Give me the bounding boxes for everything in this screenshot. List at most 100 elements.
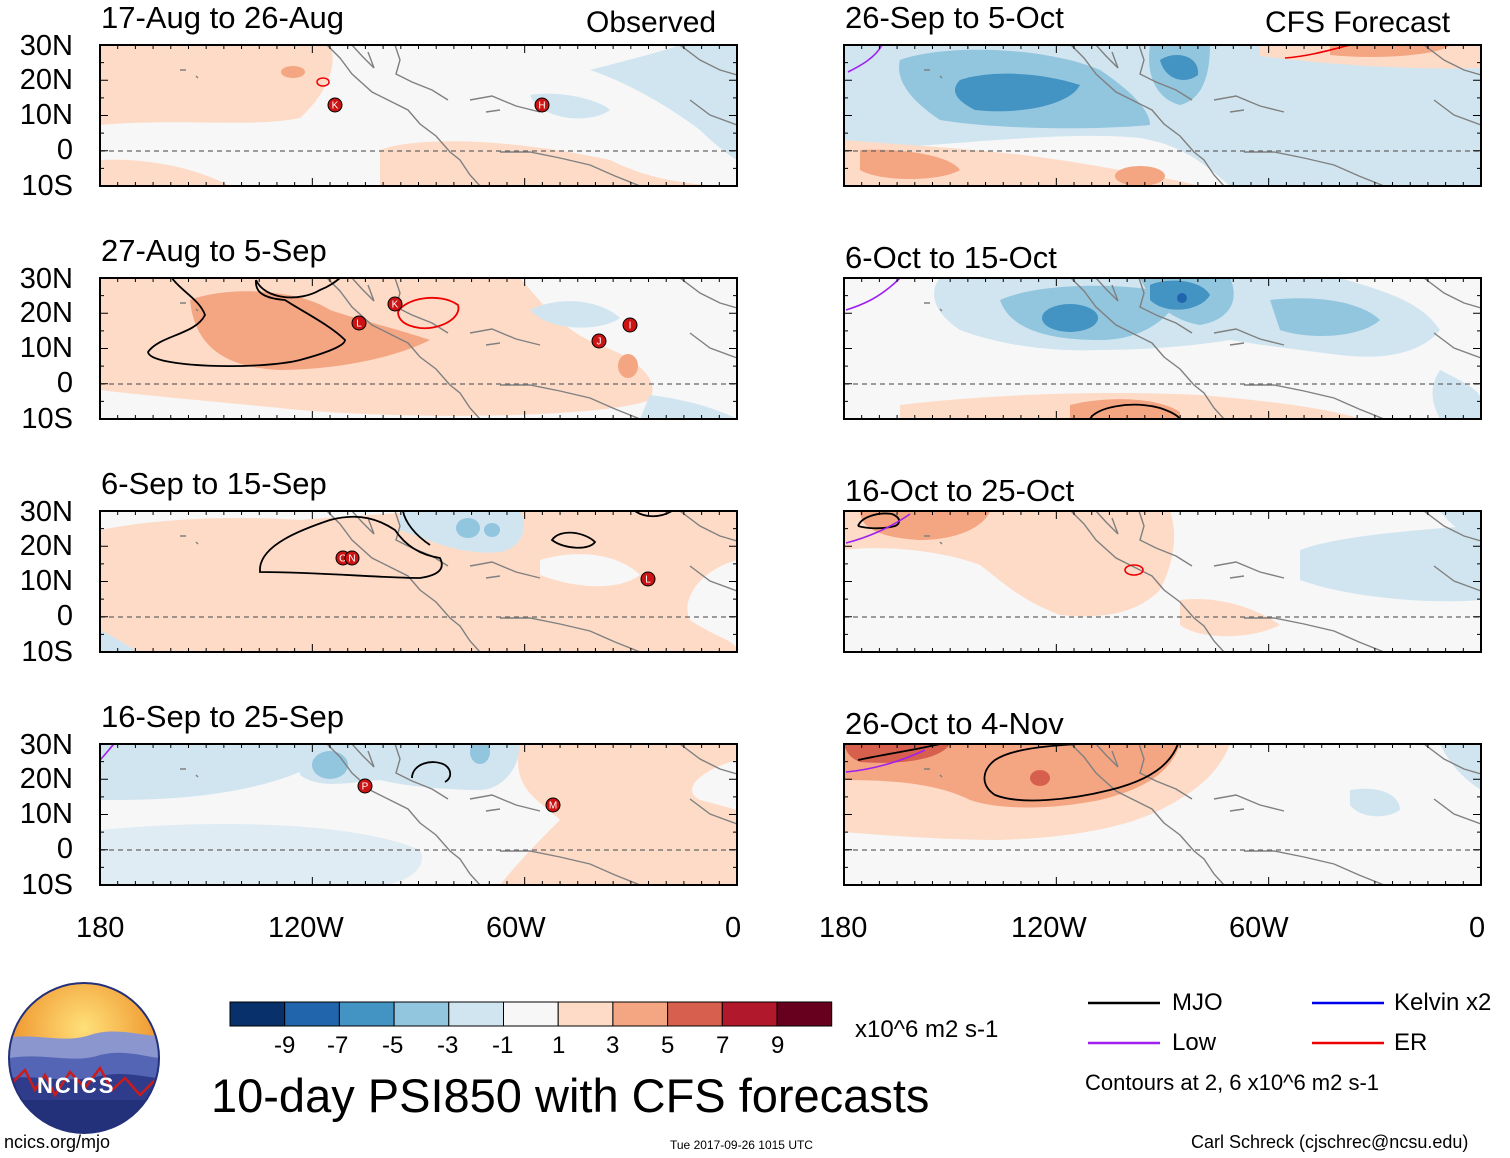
mjo-contours (147, 277, 346, 367)
low-contour (845, 277, 901, 311)
panel-right-1 (843, 44, 1482, 187)
storm-letter: L (645, 575, 651, 586)
legend-label-er: ER (1394, 1029, 1428, 1056)
legend-label-low: Low (1172, 1029, 1217, 1056)
colorbar-box (284, 1001, 340, 1027)
author-credit: Carl Schreck (cjschrec@ncsu.edu) (1191, 1132, 1469, 1152)
colorbar-box (776, 1001, 833, 1027)
logo-text: NCICS (37, 1073, 116, 1098)
site-link[interactable]: ncics.org/mjo (4, 1132, 111, 1152)
axis-ticks (99, 44, 738, 187)
colorbar-box (612, 1001, 669, 1027)
main-title: 10-day PSI850 with CFS forecasts (211, 1069, 930, 1122)
storm-letter: L (356, 319, 362, 330)
lat-label: 30N (19, 496, 73, 528)
lat-label: 10N (19, 332, 73, 364)
colorbar-box (557, 1001, 614, 1027)
lat-label: 10S (21, 403, 73, 435)
storm-letter: O (339, 554, 347, 565)
lon-label: 120W (268, 912, 344, 944)
colorbar-label: -7 (327, 1032, 349, 1059)
colorbar-units: x10^6 m2 s-1 (855, 1016, 999, 1043)
panel-title: 27-Aug to 5-Sep (101, 233, 327, 268)
lat-label: 0 (56, 600, 73, 632)
axis-ticks (99, 277, 738, 420)
storm-letter: M (549, 801, 557, 812)
storm-letter: N (348, 554, 355, 565)
panel-right-2 (843, 277, 1482, 420)
lat-label: 10N (19, 99, 73, 131)
er-contour (316, 77, 330, 87)
colorbar-label: 3 (606, 1032, 620, 1059)
storm-letter: J (597, 337, 602, 348)
er-contour (397, 297, 460, 330)
mjo-contours (259, 510, 673, 579)
low-contour (99, 743, 115, 761)
colorbar-box (667, 1001, 723, 1027)
colorbar-label: 5 (661, 1032, 675, 1059)
colorbar-label: -5 (382, 1032, 404, 1059)
lat-label: 20N (19, 64, 73, 96)
storm-letter: K (392, 300, 399, 311)
storm-letter: K (332, 101, 339, 112)
continent-outlines (924, 511, 1481, 652)
psi-anomaly-shading (844, 511, 1481, 637)
contours-note: Contours at 2, 6 x10^6 m2 s-1 (1085, 1070, 1380, 1095)
continent-outlines (924, 45, 1481, 186)
axis-ticks (843, 277, 1482, 420)
lat-label: 10N (19, 798, 73, 830)
psi-anomaly-shading (900, 278, 1481, 419)
storm-marker: K (327, 97, 343, 118)
colorbar-box (229, 1001, 286, 1027)
axis-ticks (843, 743, 1482, 886)
storm-marker: L (351, 315, 367, 336)
lat-label: 30N (19, 263, 73, 295)
panel-title: 17-Aug to 26-Aug (101, 0, 345, 35)
panel-title: 26-Sep to 5-Oct (845, 0, 1064, 35)
lat-label: 30N (19, 30, 73, 62)
mjo-contour (1089, 403, 1181, 420)
legend-lines (1088, 1001, 1384, 1045)
colorbar-box (721, 1001, 778, 1027)
lat-label: 10N (19, 565, 73, 597)
legend-label-mjo: MJO (1172, 989, 1223, 1016)
panel-left-2 (99, 277, 738, 420)
lat-label: 0 (56, 134, 73, 166)
axis-ticks (843, 510, 1482, 653)
lon-label: 180 (76, 912, 125, 944)
panel-left-3 (99, 510, 738, 653)
panel-title: 6-Sep to 15-Sep (101, 466, 327, 501)
panel-title: 6-Oct to 15-Oct (845, 240, 1057, 275)
lat-label: 0 (56, 833, 73, 865)
axis-ticks (99, 743, 738, 886)
colorbar-box (503, 1001, 559, 1027)
axis-ticks (99, 510, 738, 653)
panel-tag-observed: Observed (586, 6, 717, 39)
storm-letter: I (629, 321, 632, 332)
panel-title: 26-Oct to 4-Nov (845, 706, 1064, 741)
colorbar-box (338, 1001, 395, 1027)
colorbar-label: -1 (492, 1032, 514, 1059)
lon-label: 0 (1469, 912, 1486, 944)
panel-right-3 (843, 510, 1482, 653)
storm-marker: H (534, 97, 550, 118)
panel-title: 16-Sep to 25-Sep (101, 699, 345, 734)
mjo-contour (411, 761, 452, 783)
colorbar-label: -3 (437, 1032, 459, 1059)
low-contour (845, 749, 926, 773)
storm-marker: M (545, 797, 561, 818)
storm-marker: J (591, 333, 607, 354)
legend-label-kelvin: Kelvin x2 (1394, 989, 1492, 1016)
colorbar (229, 1001, 833, 1027)
continent-outlines (180, 278, 737, 419)
low-contour (847, 44, 883, 73)
lon-label: 60W (486, 912, 546, 944)
lat-label: 30N (19, 729, 73, 761)
colorbar-label: -9 (274, 1032, 296, 1059)
continent-outlines (924, 278, 1481, 419)
lon-label: 60W (1229, 912, 1289, 944)
lat-label: 10S (21, 636, 73, 668)
colorbar-label: 7 (716, 1032, 730, 1059)
psi-anomaly-shading (100, 278, 737, 419)
